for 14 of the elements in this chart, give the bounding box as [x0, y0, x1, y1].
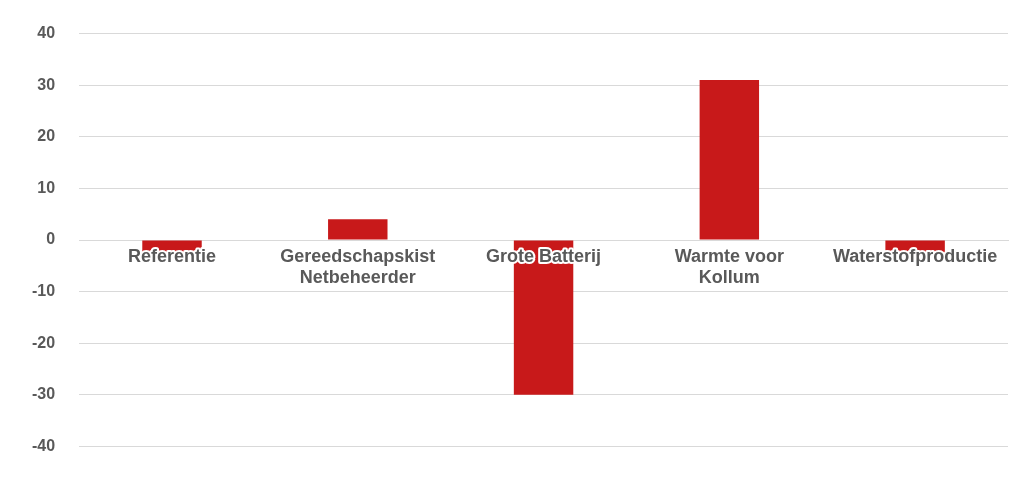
bar — [328, 219, 388, 240]
y-tick-label: 10 — [37, 178, 56, 196]
y-tick-label: 20 — [37, 127, 56, 145]
y-tick-label: 40 — [37, 24, 56, 42]
y-tick-label: 30 — [37, 75, 56, 93]
x-tick-label: Gereedschapskist Netbeheerder — [280, 245, 436, 287]
y-tick-label: -10 — [32, 282, 56, 300]
x-tick-label: Warmte voor Kollum — [674, 245, 785, 287]
bar — [699, 80, 760, 240]
x-tick-label: Waterstofproductie — [832, 245, 998, 266]
y-tick-label: -20 — [32, 333, 56, 351]
y-tick-label: -40 — [32, 436, 56, 454]
y-tick-label: 0 — [46, 230, 56, 248]
y-tick-label: -30 — [32, 385, 56, 403]
